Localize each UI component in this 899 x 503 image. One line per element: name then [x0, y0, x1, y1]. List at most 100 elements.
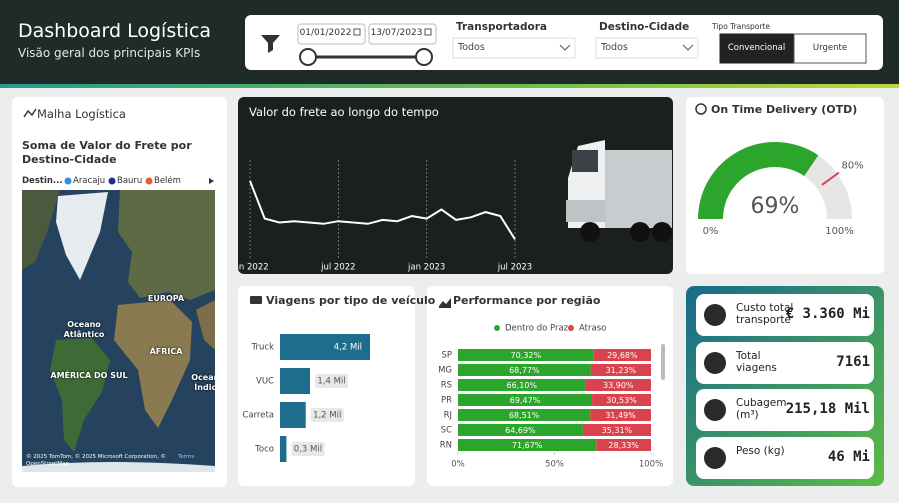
map-labels: EUROPA Oceano Atlântico ÁFRICA AMÉRICA DO S…	[22, 190, 215, 472]
subtitle: Visão geral dos principais KPIs	[18, 46, 201, 60]
value-label: 31,49%	[605, 411, 636, 420]
scrollbar[interactable]	[661, 344, 665, 380]
legend-dot	[145, 177, 153, 185]
chart-title: On Time Delivery (OTD)	[711, 103, 858, 116]
carrier-dropdown[interactable]	[452, 37, 576, 59]
map-label: EUROPA	[147, 294, 185, 303]
slider-handle[interactable]	[415, 48, 433, 66]
bar	[280, 436, 287, 462]
legend-label: Dentro do Prazo	[505, 324, 573, 334]
land	[196, 300, 215, 350]
filter-value[interactable]: Todos	[458, 42, 485, 53]
filter-label: Destino-Cidade	[599, 21, 690, 33]
calendar-icon	[424, 28, 432, 36]
panel-title: Malha Logística	[37, 107, 126, 121]
value-label: 70,32%	[511, 351, 542, 360]
value-label: 4,2 Mil	[334, 343, 362, 353]
kpi-card	[696, 294, 874, 336]
date-end[interactable]: 13/07/2023	[370, 28, 423, 38]
value-label: 29,68%	[607, 351, 638, 360]
kpi-label: Total viagens	[736, 350, 777, 374]
kpi-label: Cubagem (m³)	[736, 397, 787, 421]
value-label: 1,4 Mil	[317, 377, 345, 387]
gauge-value-label: 69%	[751, 194, 800, 219]
x-tick-label: jul 2022	[320, 263, 355, 273]
kpi-label: Custo total transporte	[736, 302, 794, 326]
value-label: 35,31%	[602, 426, 633, 435]
chart-icon	[439, 298, 451, 308]
bar-segment	[458, 424, 583, 436]
bar-segment	[590, 409, 651, 421]
value-label: 0,3 Mil	[294, 445, 322, 455]
value-label-bg	[315, 374, 348, 388]
category-label: VUC	[256, 377, 274, 387]
map-label: AMÉRICA DO SUL	[50, 371, 128, 380]
bar	[280, 368, 310, 394]
bar-segment	[458, 439, 597, 451]
legend-label[interactable]: Aracaju	[73, 176, 106, 186]
category-label: Carreta	[242, 411, 274, 421]
value-label: 30,53%	[606, 396, 637, 405]
kpi-icon	[704, 304, 726, 326]
value-label-bg	[291, 442, 325, 456]
category-label: RJ	[444, 411, 452, 421]
terms-link[interactable]: Terms	[178, 454, 195, 460]
bar-segment	[458, 409, 591, 421]
map-label: ÁFRICA	[149, 347, 183, 356]
land	[22, 190, 60, 270]
value-label: 66,10%	[507, 381, 538, 390]
land	[56, 192, 108, 280]
kpi-icon	[704, 447, 726, 469]
legend-dot	[64, 177, 72, 185]
value-label: 68,77%	[509, 366, 540, 375]
map	[22, 190, 215, 472]
type-button[interactable]	[793, 33, 867, 64]
value-label: 1,2 Mil	[313, 411, 341, 421]
bar-segment	[458, 379, 586, 391]
truck-image	[566, 140, 672, 242]
destination-dropdown[interactable]	[595, 37, 699, 59]
kpi-card	[696, 389, 874, 431]
category-label: SP	[441, 351, 452, 361]
line-panel	[238, 97, 673, 274]
map-title: Soma de Valor do Frete por Destino-Cidad…	[22, 139, 192, 166]
type-button[interactable]	[719, 33, 794, 64]
land	[50, 338, 110, 452]
x-tick-label: 0%	[451, 460, 465, 470]
category-label: SC	[441, 426, 452, 436]
category-label: RN	[440, 441, 452, 451]
category-label: MG	[438, 366, 452, 376]
bar-segment	[593, 349, 651, 361]
slider-handle[interactable]	[299, 48, 317, 66]
type-option[interactable]: Convencional	[727, 43, 786, 53]
clock-icon	[695, 103, 707, 115]
value-label: 64,69%	[505, 426, 536, 435]
kpi-value: 7161	[836, 354, 870, 370]
land	[22, 462, 215, 472]
bar-segment	[585, 379, 651, 391]
x-tick-label: jan 2022	[230, 263, 268, 273]
legend-title: Destin...	[22, 176, 63, 186]
target-label: 80%	[842, 161, 864, 172]
date-input[interactable]	[368, 23, 437, 45]
date-start[interactable]: 01/01/2022	[299, 28, 352, 38]
map-icon	[23, 108, 37, 118]
category-label: PR	[441, 396, 452, 406]
chart-title: Viagens por tipo de veículo	[266, 294, 436, 307]
kpi-icon	[704, 399, 726, 421]
type-option[interactable]: Urgente	[812, 43, 848, 53]
legend-label[interactable]: Bauru	[117, 176, 143, 186]
date-input[interactable]	[297, 23, 366, 45]
legend-label[interactable]: Belém	[154, 176, 181, 186]
legend-scroll[interactable]	[209, 178, 214, 184]
category-label: Toco	[254, 445, 274, 455]
value-label: 28,33%	[608, 441, 639, 450]
value-label: 31,23%	[606, 366, 637, 375]
kpi-card	[696, 437, 874, 479]
filter-value[interactable]: Todos	[601, 42, 628, 53]
legend-label: Atraso	[579, 324, 606, 334]
bar-segment	[596, 439, 651, 451]
bar-segment	[458, 364, 591, 376]
